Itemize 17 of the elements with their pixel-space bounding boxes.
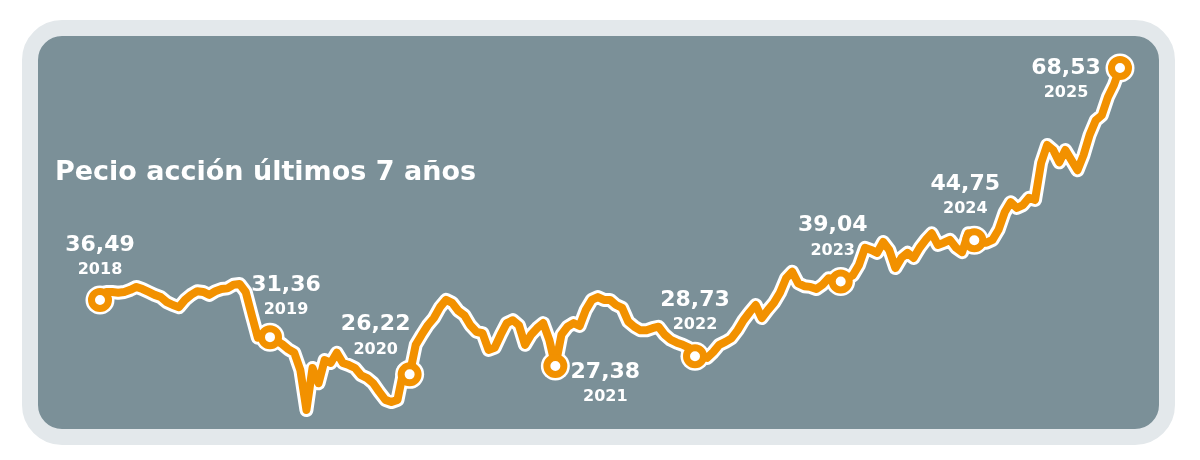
data-label: 36,49	[65, 230, 135, 256]
text: Pecio acción últimos 7 años	[55, 155, 477, 187]
data-label: 68,53	[1031, 53, 1101, 79]
annotation: 2020	[353, 338, 398, 358]
data-label: 39,04	[797, 211, 868, 237]
data-label: 27,38	[570, 357, 641, 383]
data-label: 26,22	[340, 310, 411, 336]
data-label: 28,73	[660, 285, 730, 311]
annotation: 2019	[263, 299, 309, 319]
data-label: 44,75	[930, 169, 1001, 195]
annotation: 2023	[810, 239, 855, 259]
annotation: 2024	[943, 198, 988, 218]
data-label: 31,36	[251, 270, 321, 296]
annotation: 2018	[77, 259, 123, 279]
annotation: 2022	[672, 314, 718, 334]
annotation: 2021	[583, 386, 628, 406]
annotation: 2025	[1043, 82, 1089, 102]
